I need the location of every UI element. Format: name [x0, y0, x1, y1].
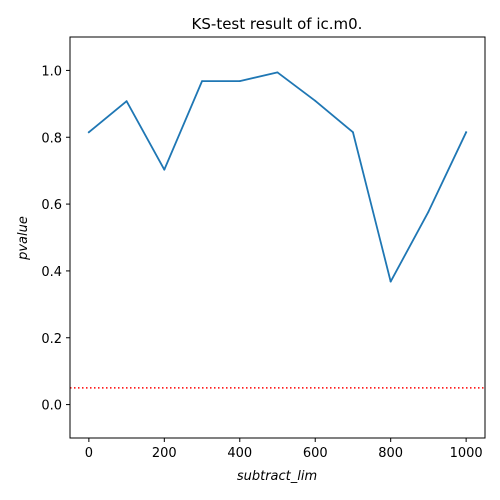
x-tick-label: 200 — [152, 446, 177, 461]
data-point — [163, 169, 165, 171]
data-point — [239, 80, 241, 82]
data-point — [88, 131, 90, 133]
data-point — [277, 72, 279, 74]
y-tick-label: 0.0 — [41, 399, 62, 414]
chart-title: KS-test result of ic.m0. — [192, 15, 363, 33]
y-tick-label: 0.4 — [41, 265, 62, 280]
y-tick-label: 0.6 — [41, 198, 62, 213]
data-point — [465, 131, 467, 133]
data-point — [428, 211, 430, 213]
x-tick-label: 800 — [378, 446, 403, 461]
data-point — [352, 131, 354, 133]
data-point — [390, 281, 392, 283]
y-tick-label: 1.0 — [41, 64, 62, 79]
y-axis-label: pvalue — [16, 216, 31, 261]
x-tick-label: 600 — [303, 446, 328, 461]
data-point — [314, 100, 316, 102]
x-tick-label: 0 — [85, 446, 93, 461]
data-point — [201, 80, 203, 82]
data-point — [126, 100, 128, 102]
x-tick-label: 400 — [227, 446, 252, 461]
y-tick-label: 0.2 — [41, 332, 62, 347]
x-tick-label: 1000 — [450, 446, 483, 461]
x-axis-label: subtract_lim — [237, 469, 317, 484]
y-tick-label: 0.8 — [41, 131, 62, 146]
